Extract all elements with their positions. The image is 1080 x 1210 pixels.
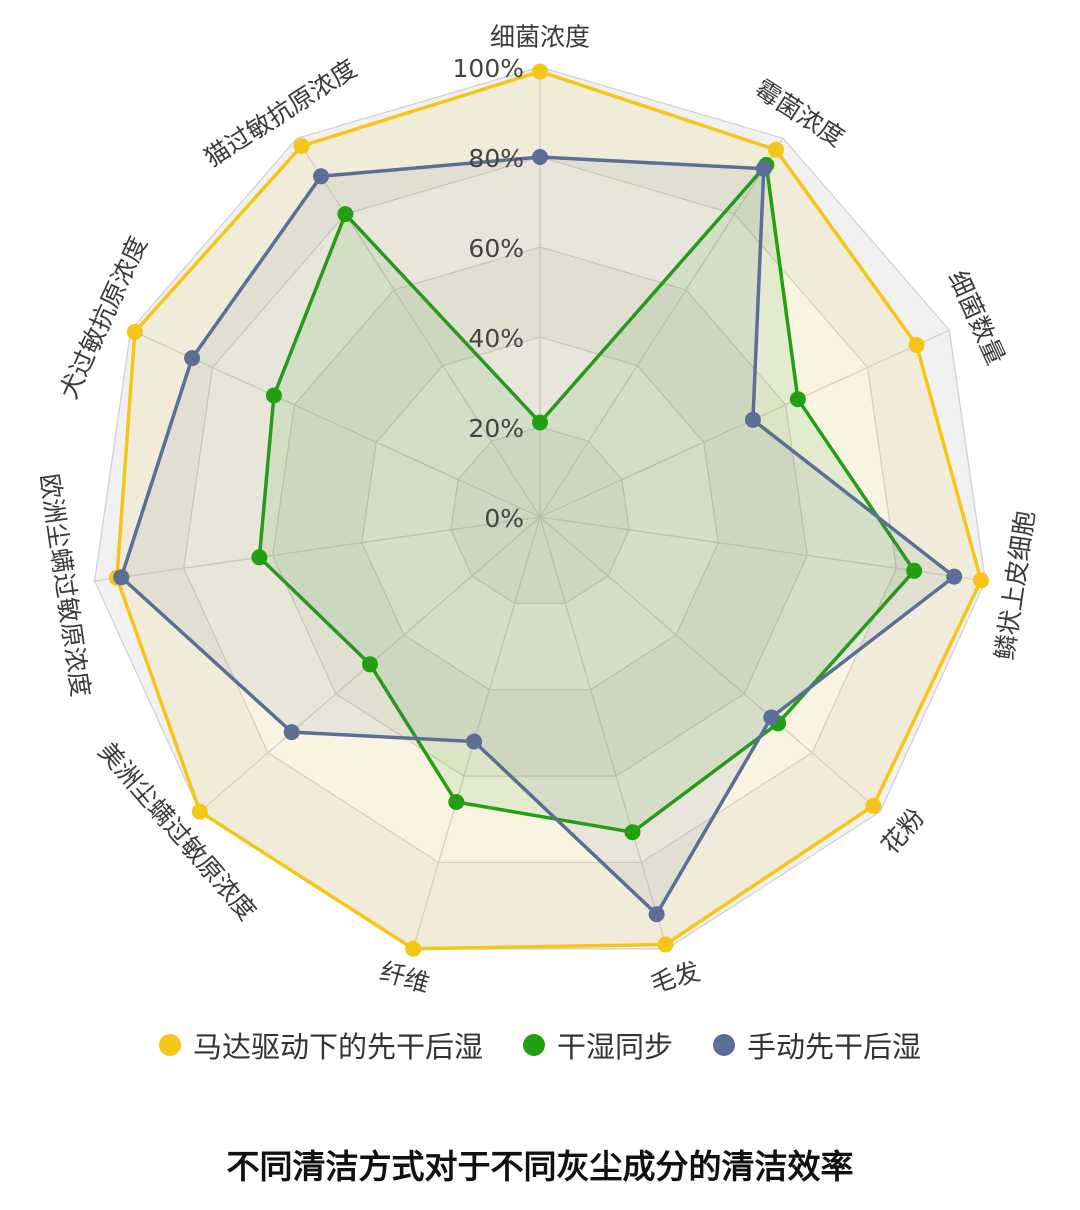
axis-label-1: 细菌浓度 (490, 23, 590, 52)
series-2-point-10[interactable] (265, 387, 282, 404)
series-3-point-9[interactable] (113, 569, 130, 586)
grid-spoke-9 (94, 516, 541, 582)
series-1-point-2[interactable] (768, 141, 784, 158)
legend-swatch-series-3 (713, 1034, 735, 1056)
axis-label-6: 毛发 (647, 957, 703, 999)
legend-item-series-2[interactable]: 干湿同步 (522, 1024, 673, 1066)
legend-label-series-2: 干湿同步 (556, 1030, 673, 1064)
series-3-point-4[interactable] (946, 568, 963, 585)
grid-ring-2 (361, 336, 719, 691)
series-1-point-11[interactable] (293, 138, 310, 154)
series-2-point-8[interactable] (362, 656, 378, 673)
radar-chart: 0%20%40%60%80%100% 细菌浓度霉菌浓度细菌数量鳞状上皮细胞花粉毛… (35, 23, 1041, 999)
series-1-point-4[interactable] (973, 572, 989, 589)
radar-tick-labels: 0% 20% 40% 60% 80% 100% (453, 54, 524, 533)
tick-label-5: 100% (453, 54, 524, 83)
series-1-point-1[interactable] (532, 63, 548, 80)
series-3-point-1[interactable] (532, 149, 548, 165)
radar-series (108, 63, 989, 957)
tick-label-3: 60% (468, 234, 524, 263)
series-area-2 (257, 163, 916, 834)
series-3-point-3[interactable] (744, 411, 761, 428)
series-area-3 (119, 155, 956, 916)
grid-spoke-11 (296, 138, 541, 518)
series-2-point-7[interactable] (448, 794, 465, 810)
series-1-point-5[interactable] (865, 797, 882, 814)
grid-spoke-5 (539, 516, 881, 813)
series-1-point-10[interactable] (126, 323, 143, 340)
series-2-point-1[interactable] (532, 414, 548, 431)
legend-swatch-series-2 (522, 1034, 545, 1056)
grid-ring-5 (93, 66, 987, 950)
axis-label-9: 欧洲尘螨过敏原浓度 (35, 472, 96, 699)
radar-grid (93, 66, 987, 950)
series-2-point-6[interactable] (624, 824, 641, 841)
series-2-point-4[interactable] (906, 562, 923, 579)
grid-spoke-6 (539, 516, 668, 949)
grid-ring-3 (272, 246, 808, 777)
series-2-point-11[interactable] (337, 206, 354, 223)
legend-item-series-3[interactable]: 手动先干后湿 (713, 1024, 921, 1066)
tick-label-2: 40% (468, 324, 524, 353)
series-3-point-6[interactable] (648, 906, 665, 923)
series-2-point-9[interactable] (251, 549, 268, 566)
series-3-point-2[interactable] (755, 160, 772, 177)
series-2-point-3[interactable] (789, 391, 806, 408)
tick-label-4: 80% (468, 144, 524, 173)
legend-item-series-1[interactable]: 马达驱动下的先干后湿 (158, 1024, 483, 1066)
series-3-point-10[interactable] (184, 350, 201, 367)
chart-title: 不同清洁方式对于不同灰尘成分的清洁效率 (226, 1147, 854, 1186)
grid-spoke-7 (412, 516, 541, 949)
series-1-point-7[interactable] (405, 940, 422, 957)
series-1-point-3[interactable] (908, 337, 925, 353)
grid-spoke-2 (539, 138, 784, 518)
series-3-point-8[interactable] (283, 724, 300, 741)
grid-ring-4 (183, 156, 897, 864)
series-3-point-7[interactable] (466, 733, 483, 750)
tick-label-0: 0% (484, 504, 524, 533)
legend-swatch-series-1 (158, 1034, 181, 1056)
series-3-point-5[interactable] (763, 709, 780, 726)
axis-label-4: 鳞状上皮细胞 (990, 509, 1040, 662)
series-1-point-8[interactable] (191, 803, 208, 820)
legend-label-series-3: 手动先干后湿 (747, 1030, 922, 1064)
legend: 马达驱动下的先干后湿 干湿同步 手动先干后湿 (0, 1024, 1080, 1066)
axis-label-5: 花粉 (875, 803, 930, 860)
series-3-point-11[interactable] (313, 168, 329, 185)
axis-label-7: 纤维 (377, 957, 433, 999)
legend-label-series-1: 马达驱动下的先干后湿 (192, 1030, 483, 1064)
grid-ring-1 (450, 426, 630, 605)
series-1-point-6[interactable] (657, 936, 674, 953)
grid-spoke-3 (539, 329, 950, 518)
tick-label-1: 20% (468, 414, 524, 443)
